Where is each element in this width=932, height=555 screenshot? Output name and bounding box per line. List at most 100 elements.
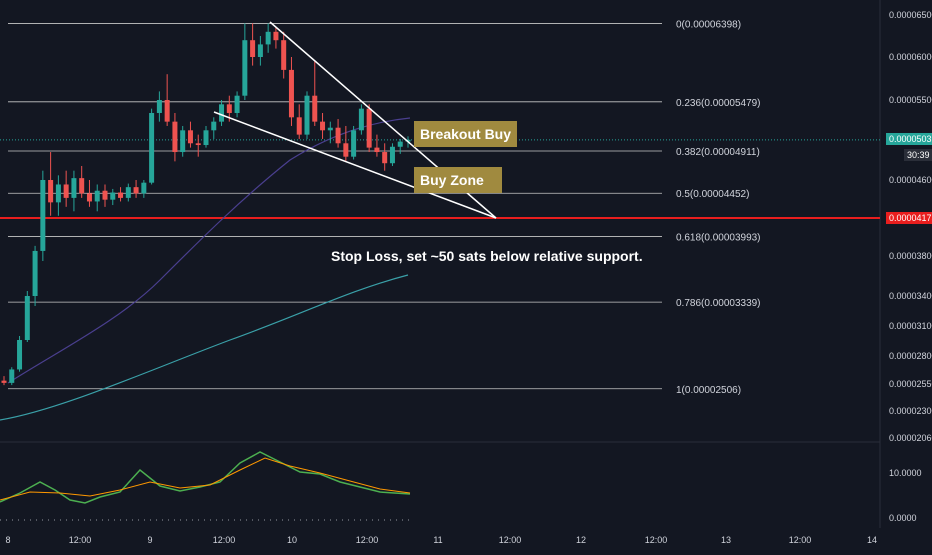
candle-body xyxy=(110,192,116,200)
y-tick-label: 0.00002800 xyxy=(889,351,932,361)
y-tick-label: 0.00002060 xyxy=(889,433,932,443)
fib-label: 0.5(0.00004452) xyxy=(676,189,749,200)
candle-body xyxy=(63,184,69,198)
candle-body xyxy=(149,112,155,183)
candle-body xyxy=(133,187,139,194)
candle-body xyxy=(257,44,263,57)
candle-body xyxy=(141,182,147,194)
y-tick-label: 0.00002550 xyxy=(889,379,932,389)
candle-body xyxy=(304,95,310,135)
candle-body xyxy=(273,31,279,41)
x-tick-label: 9 xyxy=(147,535,152,545)
candle-body xyxy=(374,147,380,153)
x-tick-label: 12:00 xyxy=(645,535,668,545)
x-tick-label: 8 xyxy=(5,535,10,545)
indicator-tick-label: 0.0000 xyxy=(889,513,917,523)
candle-body xyxy=(211,121,217,131)
x-tick-label: 12 xyxy=(576,535,586,545)
indicator-line-orange xyxy=(0,457,411,501)
candle-body xyxy=(358,108,364,131)
candle-body xyxy=(156,100,162,113)
candle-body xyxy=(102,190,108,200)
stop-loss-note: Stop Loss, set ~50 sats below relative s… xyxy=(331,248,643,264)
x-tick-label: 14 xyxy=(867,535,877,545)
candle-body xyxy=(288,69,294,118)
y-tick-label: 0.00006000 xyxy=(889,52,932,62)
moving-averages xyxy=(0,117,411,421)
candle-body xyxy=(40,180,46,251)
lower-trendline xyxy=(213,111,497,219)
x-tick-label: 12:00 xyxy=(789,535,812,545)
y-tick-label: 0.00002300 xyxy=(889,406,932,416)
x-tick-label: 12:00 xyxy=(356,535,379,545)
candle-body xyxy=(343,143,349,157)
candle-body xyxy=(24,296,30,340)
ma-long xyxy=(0,274,409,421)
x-tick-label: 10 xyxy=(287,535,297,545)
candle-body xyxy=(382,152,388,164)
candle-body xyxy=(79,178,85,194)
candle-body xyxy=(1,380,7,383)
y-tick-label: 0.00005500 xyxy=(889,95,932,105)
countdown-tag: 30:39 xyxy=(904,149,932,161)
y-tick-label: 0.00004600 xyxy=(889,175,932,185)
x-tick-label: 11 xyxy=(433,535,442,545)
candle-body xyxy=(265,31,271,45)
candle-body xyxy=(389,146,395,164)
candle-body xyxy=(366,108,372,148)
indicator-pane xyxy=(0,451,411,521)
candle-body xyxy=(296,117,302,135)
ma-slow xyxy=(7,117,411,384)
candle-body xyxy=(55,184,61,203)
candle-body xyxy=(312,95,318,122)
candle-body xyxy=(125,187,131,198)
candles xyxy=(1,23,411,386)
candle-body xyxy=(250,40,256,57)
fib-label: 0.236(0.00005479) xyxy=(676,98,761,109)
candle-body xyxy=(397,141,403,147)
fib-label: 0.786(0.00003339) xyxy=(676,298,761,309)
axes: 0.00006500 0.00006000 0.00005500 0.00004600… xyxy=(5,10,932,545)
candle-body xyxy=(164,100,170,122)
y-tick-label: 0.00003800 xyxy=(889,251,932,261)
candle-body xyxy=(234,95,240,113)
candle-body xyxy=(86,193,92,202)
candle-body xyxy=(187,130,193,144)
candle-body xyxy=(195,143,201,146)
candle-body xyxy=(94,190,100,202)
candle-body xyxy=(219,104,225,122)
candle-body xyxy=(320,121,326,131)
fib-label: 0(0.00006398) xyxy=(676,20,741,31)
x-tick-label: 12:00 xyxy=(213,535,236,545)
indicator-line-green xyxy=(0,451,411,504)
candle-body xyxy=(226,104,232,113)
x-tick-label: 12:00 xyxy=(499,535,522,545)
candle-body xyxy=(203,130,209,146)
candle-body xyxy=(32,250,38,296)
buy-zone-label: Buy Zone xyxy=(414,167,502,193)
candle-body xyxy=(281,40,287,70)
candle-body xyxy=(180,130,186,153)
stop-price-tag: 0.00004175 xyxy=(886,212,932,224)
x-tick-label: 13 xyxy=(721,535,731,545)
candle-body xyxy=(242,40,248,96)
candle-body xyxy=(48,180,54,203)
candle-body xyxy=(118,192,124,198)
candle-body xyxy=(327,127,333,131)
y-tick-label: 0.00003100 xyxy=(889,321,932,331)
candle-body xyxy=(335,127,341,144)
fib-label: 1(0.00002506) xyxy=(676,385,741,396)
y-tick-label: 0.00003400 xyxy=(889,291,932,301)
candle-body xyxy=(71,178,77,198)
candle-body xyxy=(17,340,23,370)
indicator-tick-label: 10.0000 xyxy=(889,468,922,478)
fib-label: 0.382(0.00004911) xyxy=(676,147,760,158)
x-tick-label: 12:00 xyxy=(69,535,92,545)
fib-label: 0.618(0.00003993) xyxy=(676,232,761,243)
breakout-buy-label: Breakout Buy xyxy=(414,121,518,147)
candle-body xyxy=(9,369,15,383)
y-tick-label: 0.00006500 xyxy=(889,10,932,20)
current-price-tag: 0.00005039 xyxy=(886,133,932,145)
candle-body xyxy=(172,121,178,153)
